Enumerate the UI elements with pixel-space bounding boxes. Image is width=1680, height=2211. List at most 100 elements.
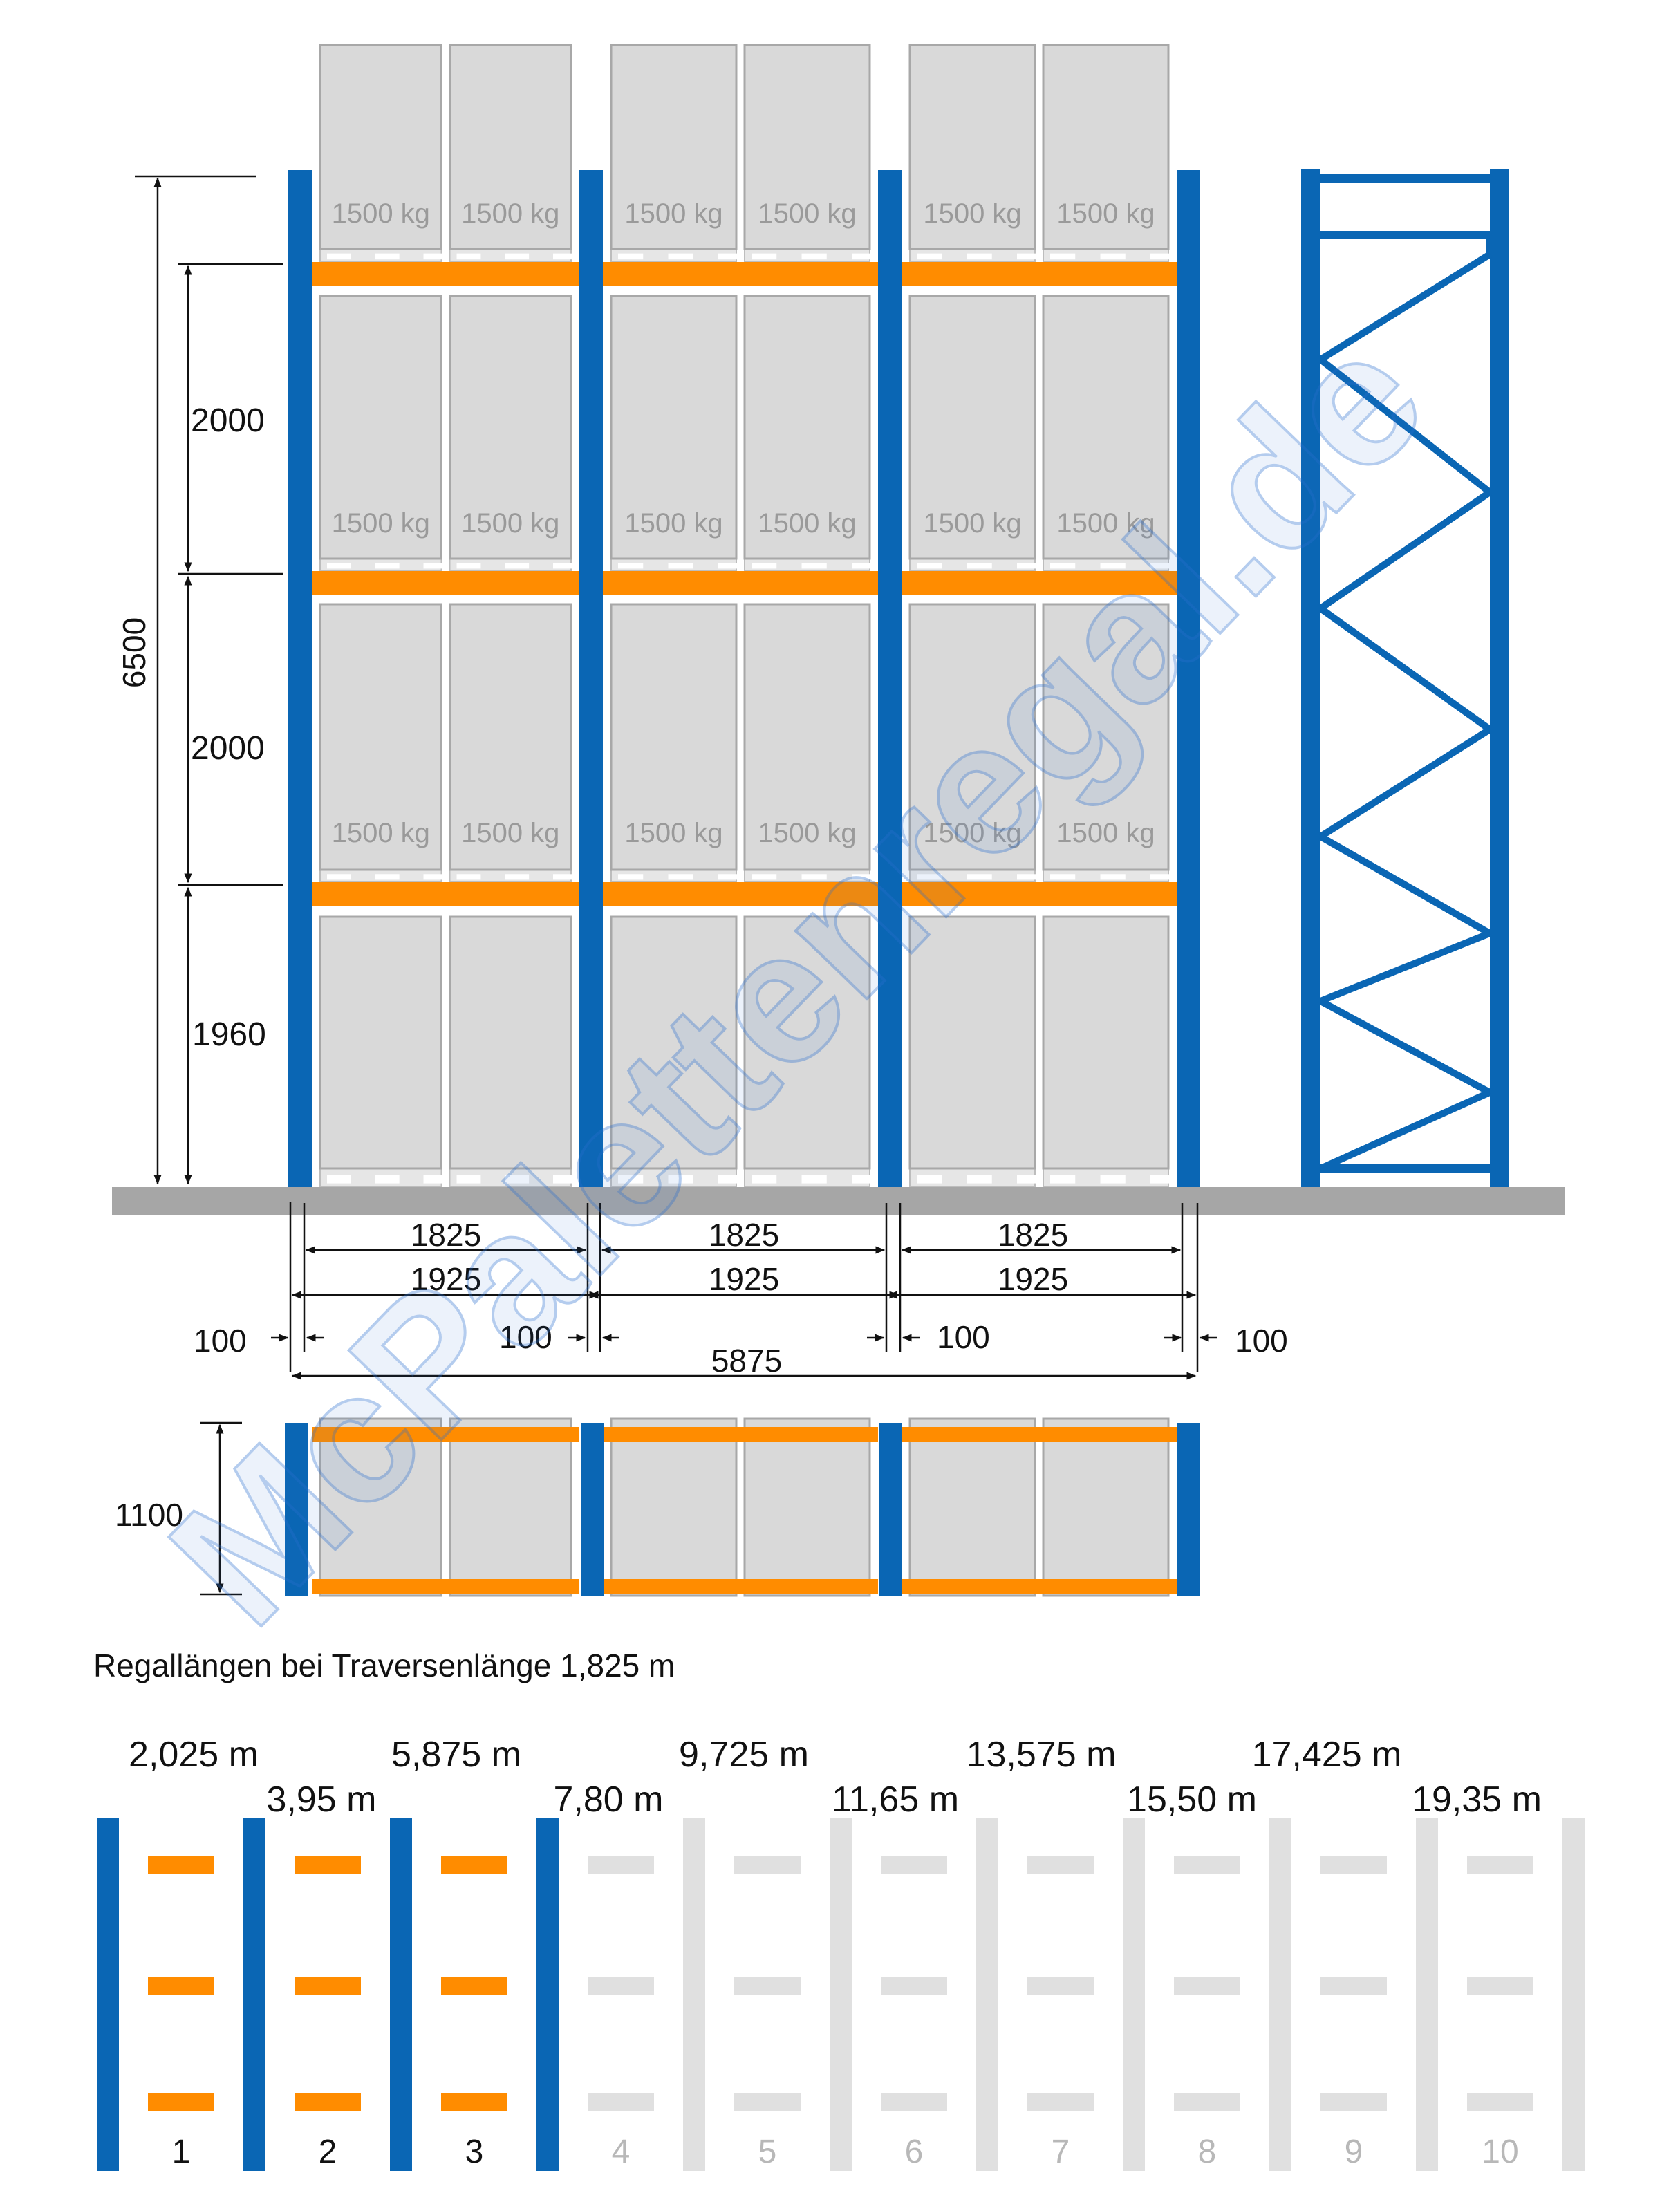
pallet-gap [375, 874, 400, 880]
pallet-gap [718, 563, 744, 569]
pallet-box [743, 295, 871, 560]
pallet-gap [456, 563, 481, 569]
upright [1177, 170, 1200, 1187]
load-label: 1500 kg [624, 818, 722, 848]
load-label: 1500 kg [461, 198, 559, 229]
strip-upright [1416, 1818, 1438, 2171]
dim-beam-length-2: 1825 [709, 1217, 779, 1253]
strip-beam [1467, 1977, 1533, 1995]
pallet-gap [801, 874, 827, 880]
frame-diagonal [1318, 833, 1492, 937]
pallet-gap [618, 874, 644, 880]
pallet-gap [718, 874, 744, 880]
rack-length-strip: 1 2 3 4 5 6 7 8 9 10 [97, 1818, 1585, 2171]
pallet-box [1042, 295, 1170, 560]
pallet-gap [917, 253, 942, 260]
pallet-box [449, 44, 572, 250]
beam [312, 882, 579, 906]
pallet-gap [852, 253, 877, 260]
strip-beam [441, 1977, 507, 1995]
strip-upright [1269, 1818, 1291, 2171]
bay-number: 6 [905, 2134, 924, 2170]
pallet-gap [852, 874, 877, 880]
upright [579, 170, 603, 1187]
load-label: 1500 kg [332, 508, 430, 539]
strip-beam [1027, 1856, 1094, 1874]
dim-upright-width-3: 100 [937, 1319, 990, 1355]
pallet-gap [917, 874, 942, 880]
pallet-gap [1100, 874, 1126, 880]
beam [902, 262, 1177, 286]
strip-beam [1320, 1856, 1387, 1874]
dimension-lines [135, 175, 1217, 1596]
dim-depth: 1100 [115, 1497, 183, 1533]
pallet-gap [852, 1175, 877, 1184]
plan-beam [902, 1579, 1177, 1594]
length-label-7: 13,575 m [967, 1735, 1117, 1775]
dim-bay-length-2: 1925 [709, 1261, 779, 1297]
load-label: 1500 kg [1056, 508, 1155, 539]
dim-bay-length-1: 1925 [411, 1261, 481, 1297]
pallet-gap [752, 563, 777, 569]
pallet-gap [1017, 874, 1043, 880]
pallet-gap [553, 253, 577, 260]
load-label: 1500 kg [461, 508, 559, 539]
pallet-gap [375, 253, 400, 260]
pallet-gap [423, 1175, 448, 1184]
pallet-gap [618, 253, 644, 260]
strip-upright [390, 1818, 412, 2171]
beam [902, 571, 1177, 595]
beam [603, 262, 878, 286]
pallet-gap [668, 253, 693, 260]
pallet-box [319, 603, 442, 871]
strip-beam [1174, 2093, 1240, 2111]
pallet-gap [752, 874, 777, 880]
strip-beam [295, 1977, 361, 1995]
strip-beam [441, 1856, 507, 1874]
strip-beam [1467, 2093, 1533, 2111]
plan-upright [1177, 1423, 1200, 1596]
length-label-1: 2,025 m [129, 1735, 259, 1775]
pallet-gap [1017, 1175, 1043, 1184]
dim-level-3: 2000 [191, 402, 265, 439]
floor [112, 1187, 1565, 1215]
pallet-gap [1100, 563, 1126, 569]
length-label-2: 3,95 m [267, 1780, 377, 1820]
pallet-gap [752, 253, 777, 260]
pallet-gap [1100, 253, 1126, 260]
bay-number: 7 [1052, 2134, 1070, 2170]
plan-beam [603, 1427, 878, 1442]
pallet-gap [917, 1175, 942, 1184]
pallet-box [449, 915, 572, 1170]
pallet-gap [1017, 563, 1043, 569]
strip-beam [1027, 1977, 1094, 1995]
pallet-gap [668, 563, 693, 569]
load-label: 1500 kg [461, 818, 559, 848]
pallet-gap [1150, 563, 1176, 569]
pallet-gap [327, 1175, 351, 1184]
pallet-gap [1150, 1175, 1176, 1184]
pallet-gap [967, 253, 992, 260]
pallet-gap [505, 253, 530, 260]
upright [878, 170, 902, 1187]
pallet-box [1042, 44, 1170, 250]
strip-upright [97, 1818, 119, 2171]
length-label-9: 17,425 m [1252, 1735, 1402, 1775]
pallet-gap [752, 1175, 777, 1184]
pallet-box [908, 44, 1036, 250]
plan-upright [581, 1423, 604, 1596]
strip-beam [588, 1977, 654, 1995]
plan-beam [603, 1579, 878, 1594]
plan-beam [312, 1427, 579, 1442]
pallet-box [908, 915, 1036, 1170]
beam [902, 882, 1177, 906]
pallet-gap [505, 874, 530, 880]
plan-view [285, 1417, 1200, 1597]
pallet-box [743, 44, 871, 250]
load-label: 1500 kg [923, 818, 1021, 848]
pallet-gap [1150, 874, 1176, 880]
frame-diagonal [1318, 489, 1492, 612]
dim-beam-length-3: 1825 [998, 1217, 1068, 1253]
strip-beam [1174, 1856, 1240, 1874]
pallet-gap [423, 874, 448, 880]
